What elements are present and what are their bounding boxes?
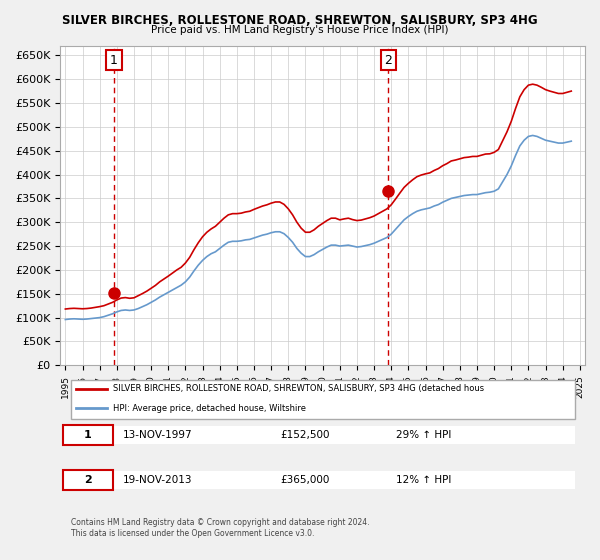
- FancyBboxPatch shape: [71, 426, 575, 445]
- Text: 1: 1: [110, 54, 118, 67]
- Text: HPI: Average price, detached house, Wiltshire: HPI: Average price, detached house, Wilt…: [113, 404, 306, 413]
- Text: SILVER BIRCHES, ROLLESTONE ROAD, SHREWTON, SALISBURY, SP3 4HG: SILVER BIRCHES, ROLLESTONE ROAD, SHREWTO…: [62, 14, 538, 27]
- Text: 2: 2: [83, 475, 91, 486]
- Text: 1: 1: [83, 431, 91, 440]
- Text: 2: 2: [385, 54, 392, 67]
- FancyBboxPatch shape: [63, 424, 113, 445]
- Text: Price paid vs. HM Land Registry's House Price Index (HPI): Price paid vs. HM Land Registry's House …: [151, 25, 449, 35]
- FancyBboxPatch shape: [71, 380, 575, 419]
- Text: £365,000: £365,000: [281, 475, 330, 486]
- FancyBboxPatch shape: [71, 472, 575, 489]
- Text: 13-NOV-1997: 13-NOV-1997: [123, 431, 193, 440]
- FancyBboxPatch shape: [63, 469, 113, 490]
- Text: 29% ↑ HPI: 29% ↑ HPI: [396, 431, 451, 440]
- Text: 19-NOV-2013: 19-NOV-2013: [123, 475, 193, 486]
- Text: Contains HM Land Registry data © Crown copyright and database right 2024.
This d: Contains HM Land Registry data © Crown c…: [71, 519, 369, 538]
- Text: 12% ↑ HPI: 12% ↑ HPI: [396, 475, 451, 486]
- Text: £152,500: £152,500: [281, 431, 330, 440]
- Text: SILVER BIRCHES, ROLLESTONE ROAD, SHREWTON, SALISBURY, SP3 4HG (detached hous: SILVER BIRCHES, ROLLESTONE ROAD, SHREWTO…: [113, 384, 484, 393]
